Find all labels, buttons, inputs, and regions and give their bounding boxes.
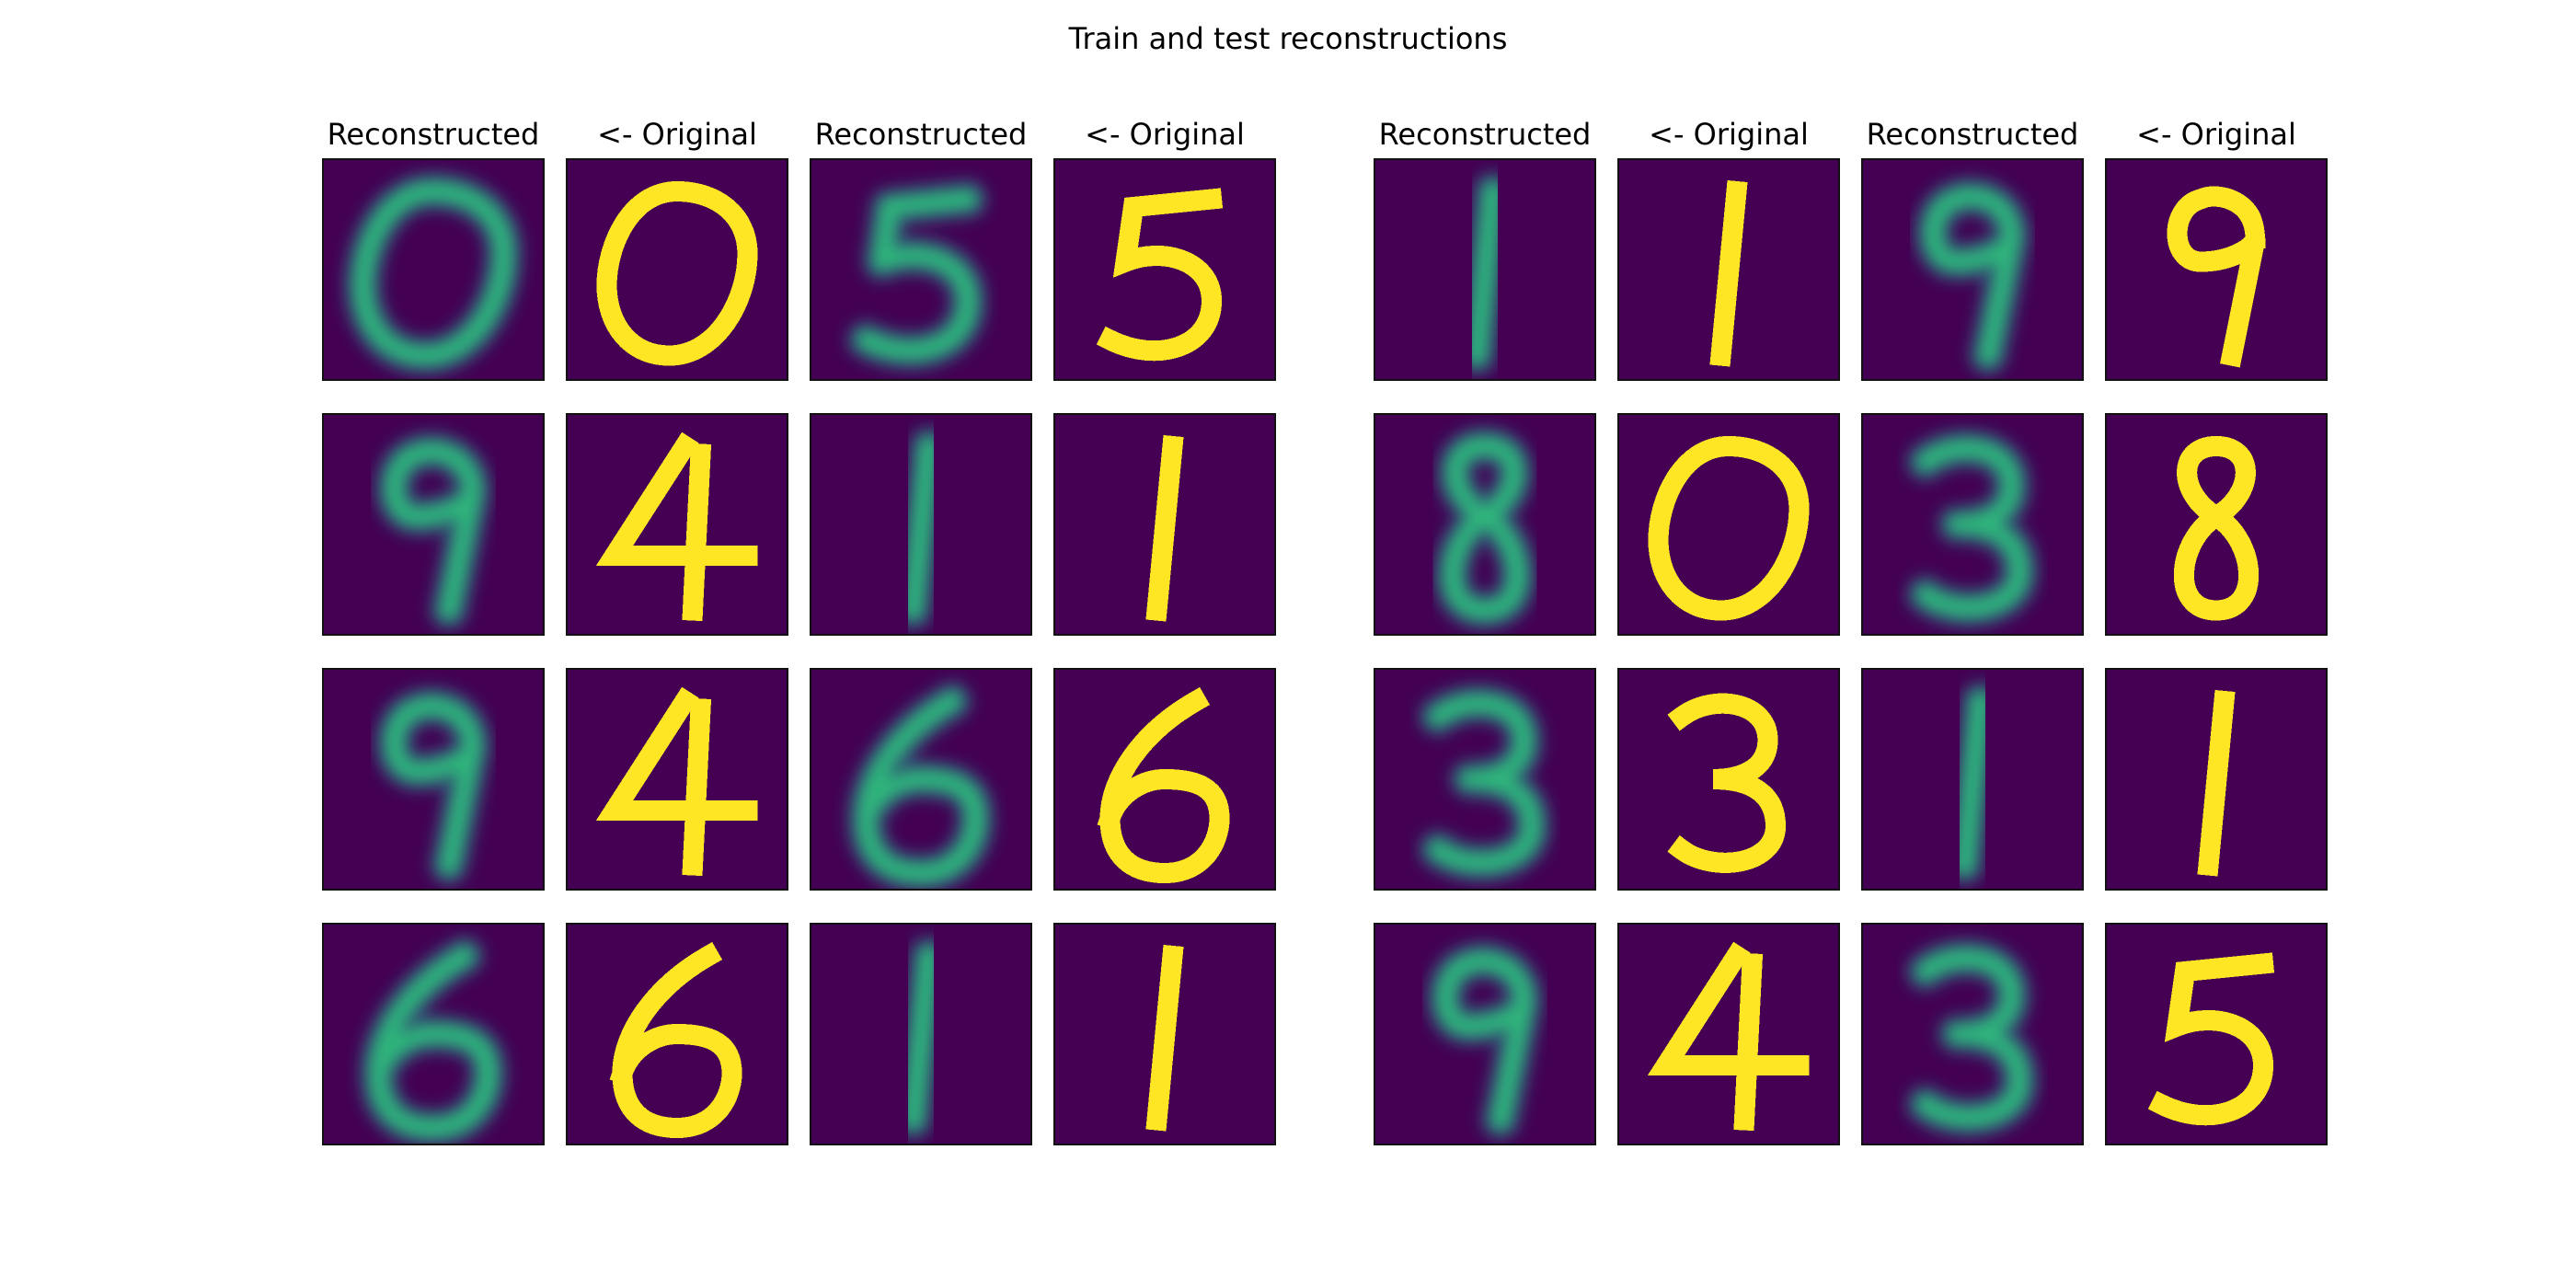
- original-digit-image: [2105, 923, 2328, 1145]
- reconstructed-digit-image: [1861, 158, 2084, 381]
- original-digit-image: [1617, 668, 1840, 891]
- reconstructed-digit-image: [810, 158, 1032, 381]
- reconstructed-digit-image: [1861, 413, 2084, 636]
- original-digit-image: [566, 158, 788, 381]
- original-digit-image: [566, 668, 788, 891]
- reconstructed-digit-image: [1374, 158, 1596, 381]
- original-digit-image: [566, 923, 788, 1145]
- original-digit-image: [2105, 413, 2328, 636]
- original-digit-image: [1617, 923, 1840, 1145]
- original-digit-image: [1053, 668, 1276, 891]
- original-digit-image: [2105, 158, 2328, 381]
- column-title-reconstructed: Reconstructed: [1866, 117, 2079, 152]
- reconstructed-digit-image: [1374, 668, 1596, 891]
- original-digit-image: [1617, 413, 1840, 636]
- reconstructed-digit-image: [1374, 923, 1596, 1145]
- original-digit-image: [1617, 158, 1840, 381]
- reconstructed-digit-image: [810, 923, 1032, 1145]
- figure-title: Train and test reconstructions: [1068, 21, 1508, 56]
- original-digit-image: [1053, 923, 1276, 1145]
- reconstructed-digit-image: [1861, 923, 2084, 1145]
- reconstructed-digit-image: [322, 923, 545, 1145]
- column-title-reconstructed: Reconstructed: [327, 117, 540, 152]
- column-title-reconstructed: Reconstructed: [814, 117, 1028, 152]
- column-title-original: <- Original: [1085, 117, 1245, 152]
- reconstructed-digit-image: [322, 413, 545, 636]
- column-title-reconstructed: Reconstructed: [1378, 117, 1592, 152]
- reconstructed-digit-image: [322, 668, 545, 891]
- original-digit-image: [2105, 668, 2328, 891]
- column-title-original: <- Original: [597, 117, 757, 152]
- column-title-original: <- Original: [1649, 117, 1809, 152]
- original-digit-image: [1053, 413, 1276, 636]
- original-digit-image: [566, 413, 788, 636]
- reconstructed-digit-image: [810, 668, 1032, 891]
- reconstructed-digit-image: [1861, 668, 2084, 891]
- reconstructed-digit-image: [322, 158, 545, 381]
- column-title-original: <- Original: [2136, 117, 2296, 152]
- reconstructed-digit-image: [810, 413, 1032, 636]
- original-digit-image: [1053, 158, 1276, 381]
- reconstructed-digit-image: [1374, 413, 1596, 636]
